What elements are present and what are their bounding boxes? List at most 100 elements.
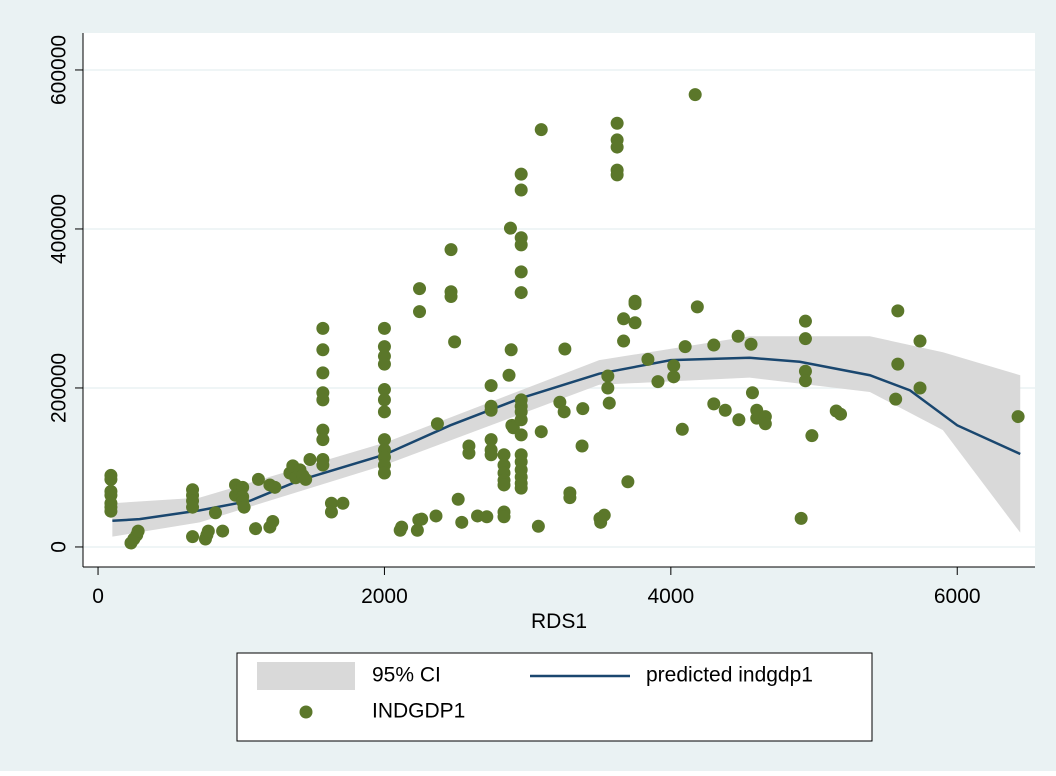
point xyxy=(514,265,528,279)
point xyxy=(718,403,732,417)
point xyxy=(377,321,391,335)
point xyxy=(610,140,624,154)
point xyxy=(236,480,250,494)
point xyxy=(732,413,746,427)
point xyxy=(429,509,443,523)
point xyxy=(805,429,819,443)
point xyxy=(1011,410,1025,424)
point xyxy=(688,88,702,102)
point xyxy=(794,511,808,525)
point xyxy=(597,508,611,522)
point xyxy=(377,405,391,419)
point xyxy=(316,433,330,447)
point xyxy=(316,366,330,380)
point xyxy=(377,466,391,480)
point xyxy=(316,423,330,437)
plot-area xyxy=(83,33,1035,567)
point xyxy=(798,374,812,388)
point xyxy=(377,340,391,354)
legend-label: predicted indgdp1 xyxy=(646,664,813,687)
x-axis-title: RDS1 xyxy=(531,610,587,633)
point xyxy=(502,368,516,382)
x-tick-label: 6000 xyxy=(934,585,981,608)
point xyxy=(444,243,458,257)
point xyxy=(514,428,528,442)
point xyxy=(324,505,338,519)
point xyxy=(798,314,812,328)
point xyxy=(610,116,624,130)
point xyxy=(514,183,528,197)
point xyxy=(628,297,642,311)
point xyxy=(707,397,721,411)
point xyxy=(395,520,409,534)
point xyxy=(575,439,589,453)
point xyxy=(480,510,494,524)
point xyxy=(531,519,545,533)
point xyxy=(731,329,745,343)
point xyxy=(316,393,330,407)
point xyxy=(237,500,251,514)
point xyxy=(601,369,615,383)
point xyxy=(377,383,391,397)
point xyxy=(514,413,528,427)
point xyxy=(377,393,391,407)
point xyxy=(497,510,511,524)
point xyxy=(104,504,118,518)
point xyxy=(484,403,498,417)
point xyxy=(758,417,772,431)
point xyxy=(303,453,317,467)
point xyxy=(413,282,427,296)
point xyxy=(316,343,330,357)
point xyxy=(576,402,590,416)
point xyxy=(889,392,903,406)
point xyxy=(690,300,704,314)
point xyxy=(497,478,511,492)
ci-band xyxy=(112,336,1021,537)
point xyxy=(557,405,571,419)
point xyxy=(251,472,265,486)
point xyxy=(617,312,631,326)
point xyxy=(913,381,927,395)
point xyxy=(249,522,263,536)
point xyxy=(602,396,616,410)
point xyxy=(601,381,615,395)
y-tick-label: 400000 xyxy=(48,194,71,264)
y-tick-label: 200000 xyxy=(48,353,71,423)
point xyxy=(514,167,528,181)
point xyxy=(891,357,905,371)
point xyxy=(798,332,812,346)
point xyxy=(641,352,655,366)
point xyxy=(430,417,444,431)
point xyxy=(913,334,927,348)
point xyxy=(131,524,145,538)
fit-line xyxy=(112,356,1021,522)
point xyxy=(497,448,511,462)
point xyxy=(451,492,465,506)
y-tick-label: 600000 xyxy=(48,35,71,105)
point xyxy=(448,335,462,349)
point xyxy=(744,337,758,351)
point xyxy=(484,448,498,462)
point xyxy=(186,530,200,544)
point xyxy=(268,480,282,494)
point xyxy=(558,342,572,356)
point xyxy=(834,407,848,421)
point xyxy=(667,370,681,384)
point xyxy=(415,512,429,526)
point xyxy=(484,433,498,447)
x-tick-label: 0 xyxy=(92,585,104,608)
point xyxy=(514,481,528,495)
point xyxy=(628,316,642,330)
point xyxy=(104,472,118,486)
point xyxy=(891,304,905,318)
point xyxy=(471,509,485,523)
point xyxy=(484,379,498,393)
point xyxy=(617,334,631,348)
point xyxy=(534,123,548,137)
point xyxy=(514,238,528,252)
x-tick-label: 2000 xyxy=(361,585,408,608)
point xyxy=(503,221,517,235)
x-tick-label: 4000 xyxy=(647,585,694,608)
